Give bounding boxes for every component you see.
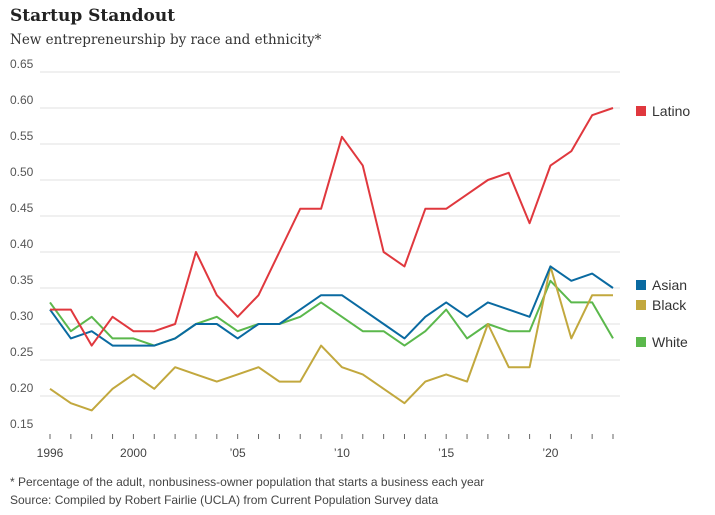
line-chart: 0.15 0.20 0.25 0.30 0.35 0.40 0.45 0.50 0.55 0.60… [10,57,690,460]
y-tick-label: 0.50 [10,165,34,179]
legend-label-black: Black [652,297,687,313]
chart-title: Startup Standout [10,6,176,26]
source-note: Source: Compiled by Robert Fairlie (UCLA… [10,493,439,507]
x-tick-label: ’05 [230,446,246,460]
legend-swatch-asian [636,280,646,290]
y-tick-label: 0.20 [10,381,34,395]
y-tick-label: 0.30 [10,309,34,323]
y-tick-label: 0.25 [10,345,34,359]
legend-label-white: White [652,334,688,350]
series-line-latino [50,107,614,347]
y-tick-label: 0.35 [10,273,34,287]
y-tick-label: 0.60 [10,93,34,107]
y-tick-label: 0.15 [10,417,34,431]
x-tick-label: 1996 [37,446,64,460]
series-line-white [49,279,614,347]
series-line-asian [49,265,614,347]
legend-label-latino: Latino [652,103,690,119]
x-tick-label: ’10 [334,446,350,460]
legend-label-asian: Asian [652,277,687,293]
x-tick-label: ’15 [438,446,454,460]
x-tick-label: 2000 [120,446,147,460]
footnote: * Percentage of the adult, nonbusiness-o… [10,475,485,489]
y-tick-label: 0.55 [10,129,34,143]
legend-swatch-latino [636,106,646,116]
y-tick-label: 0.45 [10,201,34,215]
x-tick-label: ’20 [542,446,558,460]
series-line-black [49,265,613,412]
chart-subtitle: New entrepreneurship by race and ethnici… [10,32,322,48]
legend-swatch-white [636,337,646,347]
legend-swatch-black [636,300,646,310]
y-tick-label: 0.65 [10,57,34,71]
y-tick-label: 0.40 [10,237,34,251]
